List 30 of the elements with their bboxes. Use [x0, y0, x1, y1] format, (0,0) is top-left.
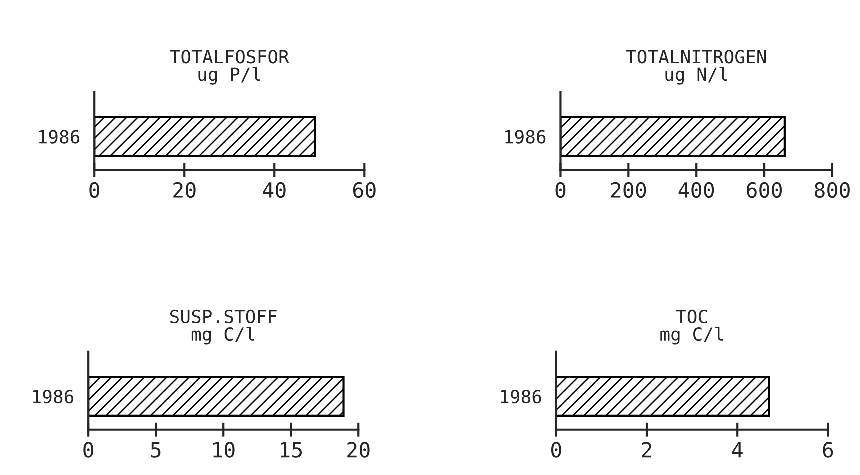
x-tick-label: 0 — [90, 182, 100, 198]
x-tick-label: 20 — [348, 442, 370, 458]
x-tick-label: 400 — [678, 182, 714, 198]
y-tick-label: 1986 — [501, 390, 542, 404]
y-tick-label: 1986 — [33, 390, 74, 404]
chart-title: SUSP.STOFF — [170, 310, 277, 324]
x-tick-label: 4 — [732, 442, 743, 458]
x-tick-label: 5 — [151, 442, 161, 458]
y-tick-label: 1986 — [506, 130, 546, 144]
y-tick-label: 1986 — [39, 130, 80, 144]
x-tick-label: 60 — [353, 182, 376, 198]
x-tick-label: 20 — [174, 182, 196, 198]
x-tick-label: 0 — [84, 442, 94, 458]
x-tick-label: 15 — [281, 442, 302, 458]
x-tick-label: 40 — [263, 182, 286, 198]
chart-subtitle: mg C/l — [660, 327, 724, 345]
x-tick-label: 10 — [214, 442, 235, 458]
x-tick-label: 200 — [611, 182, 646, 198]
x-tick-label: 6 — [823, 442, 834, 458]
chart-title: TOTALNITROGEN — [626, 50, 766, 64]
x-tick-label: 800 — [815, 182, 850, 198]
x-tick-label: 0 — [556, 182, 566, 198]
chart-subtitle: ug N/l — [666, 67, 728, 85]
chart-title: TOC — [676, 310, 708, 324]
chart-subtitle: mg C/l — [192, 327, 254, 345]
x-tick-label: 0 — [552, 442, 562, 458]
chart-subtitle: ug P/l — [198, 67, 260, 85]
x-tick-label: 2 — [642, 442, 652, 458]
chart-title: TOTALFOSFOR — [170, 50, 290, 64]
x-tick-label: 600 — [747, 182, 782, 198]
